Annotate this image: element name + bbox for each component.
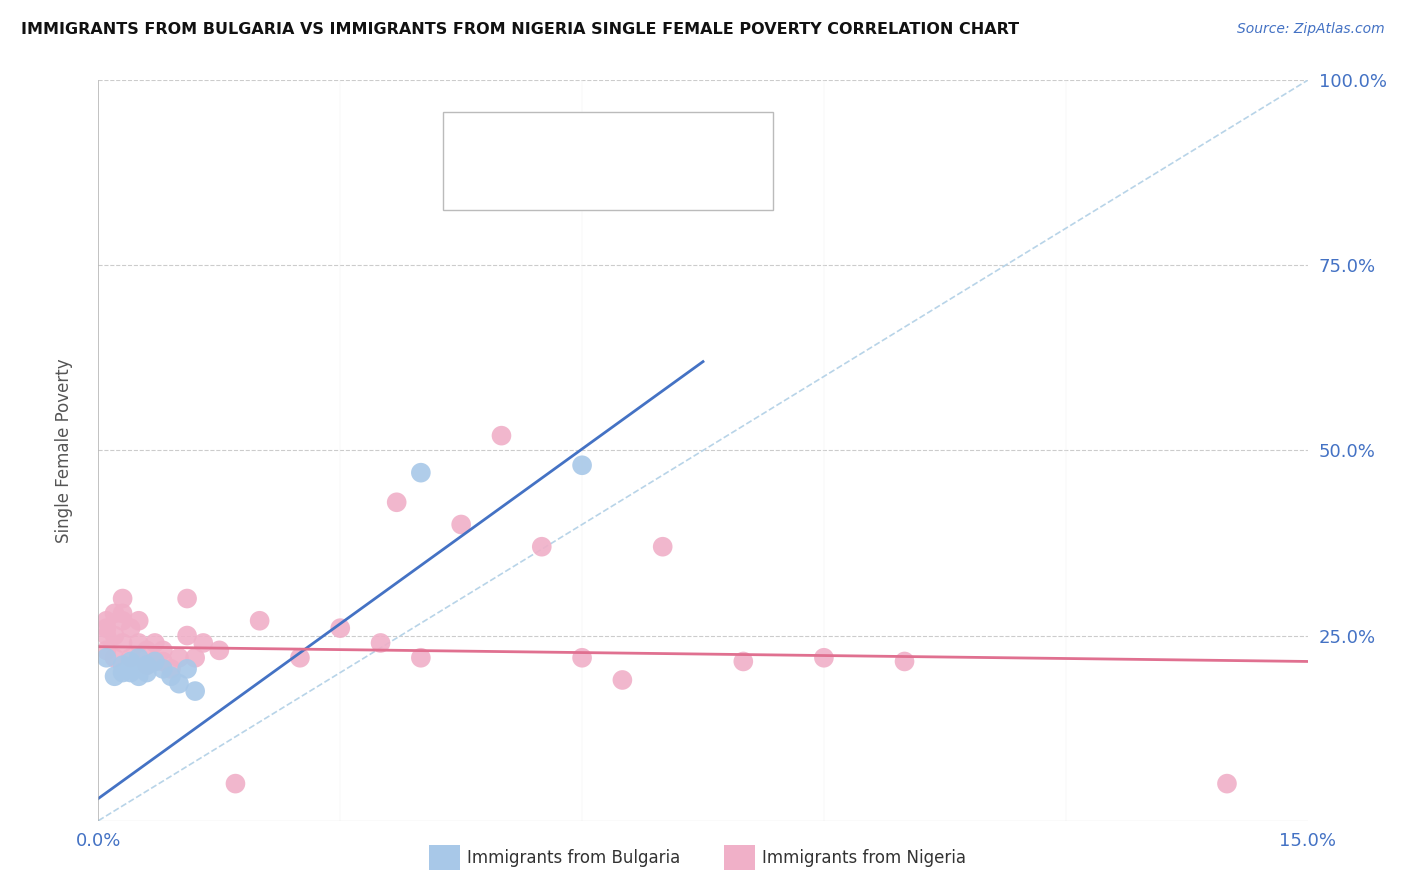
Point [612, 673, 634, 687]
Point [224, 776, 246, 791]
Point [96, 621, 118, 635]
Point [103, 607, 125, 621]
Point [111, 591, 134, 606]
Point [96, 643, 118, 657]
Point [128, 650, 150, 665]
Text: IMMIGRANTS FROM BULGARIA VS IMMIGRANTS FROM NIGERIA SINGLE FEMALE POVERTY CORREL: IMMIGRANTS FROM BULGARIA VS IMMIGRANTS F… [21, 22, 1019, 37]
Point [450, 517, 472, 532]
Point [176, 662, 198, 676]
Point [120, 621, 142, 635]
Point [128, 636, 150, 650]
Text: Source: ZipAtlas.com: Source: ZipAtlas.com [1237, 22, 1385, 37]
Text: Immigrants from Bulgaria: Immigrants from Bulgaria [467, 849, 681, 867]
Point [143, 636, 166, 650]
Point [184, 684, 207, 698]
Point [160, 669, 183, 683]
Point [128, 614, 150, 628]
Point [143, 655, 166, 669]
Point [96, 650, 118, 665]
Point [813, 650, 835, 665]
Point [651, 540, 673, 554]
Point [249, 614, 271, 628]
Point [111, 658, 134, 673]
Point [733, 655, 755, 669]
Point [208, 643, 231, 657]
Point [143, 655, 166, 669]
Point [111, 614, 134, 628]
Text: R = -0.051   N = 45: R = -0.051 N = 45 [508, 174, 671, 192]
Point [176, 591, 198, 606]
Point [491, 428, 513, 442]
Point [135, 665, 157, 680]
Point [111, 665, 134, 680]
Point [184, 650, 207, 665]
Point [893, 655, 915, 669]
Point [135, 658, 157, 673]
Point [571, 650, 593, 665]
Text: R =  0.679   N = 18: R = 0.679 N = 18 [508, 129, 669, 147]
Point [120, 665, 142, 680]
Point [152, 643, 174, 657]
Point [128, 669, 150, 683]
Point [96, 614, 118, 628]
Point [385, 495, 408, 509]
Point [152, 662, 174, 676]
Point [176, 628, 198, 642]
Point [409, 466, 432, 480]
Point [135, 643, 157, 657]
Point [111, 607, 134, 621]
Point [329, 621, 352, 635]
Point [96, 628, 118, 642]
Point [571, 458, 593, 473]
Text: Immigrants from Nigeria: Immigrants from Nigeria [762, 849, 966, 867]
Point [120, 650, 142, 665]
Point [103, 669, 125, 683]
Point [152, 655, 174, 669]
Point [1216, 776, 1239, 791]
Point [167, 650, 190, 665]
Point [160, 662, 183, 676]
Point [193, 636, 215, 650]
Point [120, 655, 142, 669]
Point [167, 676, 190, 690]
Y-axis label: Single Female Poverty: Single Female Poverty [55, 359, 73, 542]
Point [288, 650, 311, 665]
Point [530, 540, 553, 554]
Point [111, 636, 134, 650]
Point [103, 650, 125, 665]
Point [370, 636, 392, 650]
Point [103, 628, 125, 642]
Point [409, 650, 432, 665]
Point [135, 658, 157, 673]
